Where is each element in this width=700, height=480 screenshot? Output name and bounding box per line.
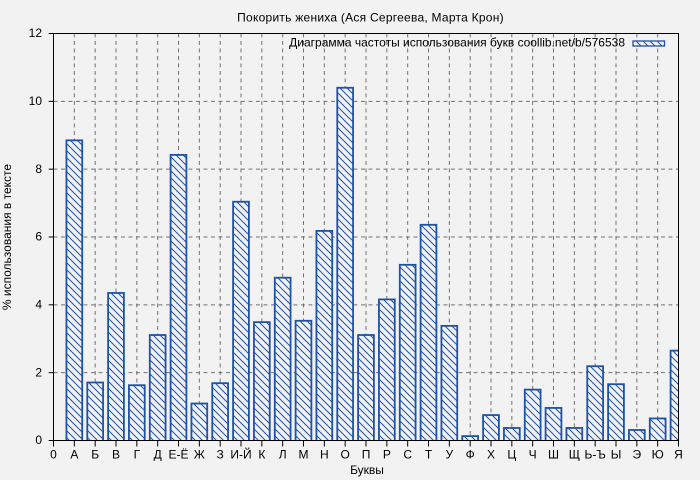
svg-text:Б: Б — [91, 448, 99, 462]
svg-text:Н: Н — [320, 448, 329, 462]
svg-text:Диаграмма частоты использовани: Диаграмма частоты использования букв coo… — [289, 35, 625, 49]
svg-text:Ь-Ъ: Ь-Ъ — [584, 448, 605, 462]
svg-text:Ц: Ц — [507, 448, 516, 462]
svg-text:У: У — [446, 448, 454, 462]
svg-text:Ф: Ф — [466, 448, 475, 462]
svg-text:К: К — [258, 448, 265, 462]
svg-text:12: 12 — [29, 26, 43, 40]
svg-text:В: В — [112, 448, 120, 462]
svg-text:Т: Т — [425, 448, 433, 462]
svg-text:Ы: Ы — [611, 448, 622, 462]
svg-text:0: 0 — [50, 448, 57, 462]
svg-text:Л: Л — [279, 448, 287, 462]
svg-text:И-Й: И-Й — [230, 447, 251, 462]
svg-text:А: А — [70, 448, 78, 462]
svg-text:0: 0 — [35, 433, 42, 447]
svg-text:Р: Р — [383, 448, 391, 462]
svg-text:Ж: Ж — [194, 448, 205, 462]
svg-text:Щ: Щ — [569, 448, 580, 462]
svg-text:Д: Д — [154, 448, 162, 462]
svg-text:Буквы: Буквы — [350, 463, 384, 477]
svg-text:8: 8 — [35, 162, 42, 176]
svg-text:4: 4 — [35, 297, 42, 311]
svg-text:О: О — [340, 448, 349, 462]
svg-text:2: 2 — [35, 365, 42, 379]
svg-text:Ш: Ш — [548, 448, 559, 462]
svg-text:Ю: Ю — [652, 448, 664, 462]
svg-text:Г: Г — [134, 448, 141, 462]
svg-text:Е-Ё: Е-Ё — [168, 448, 188, 462]
svg-text:% использования в тексте: % использования в тексте — [0, 164, 14, 310]
svg-text:Х: Х — [487, 448, 495, 462]
svg-text:З: З — [217, 448, 224, 462]
svg-text:М: М — [299, 448, 309, 462]
svg-text:С: С — [403, 448, 412, 462]
svg-text:Покорить жениха (Ася Сергеева,: Покорить жениха (Ася Сергеева, Марта Кро… — [237, 11, 504, 25]
svg-text:П: П — [362, 448, 371, 462]
svg-text:10: 10 — [29, 94, 43, 108]
svg-text:Э: Э — [633, 448, 642, 462]
svg-text:6: 6 — [35, 230, 42, 244]
svg-text:Ч: Ч — [529, 448, 537, 462]
svg-text:Я: Я — [674, 448, 683, 462]
